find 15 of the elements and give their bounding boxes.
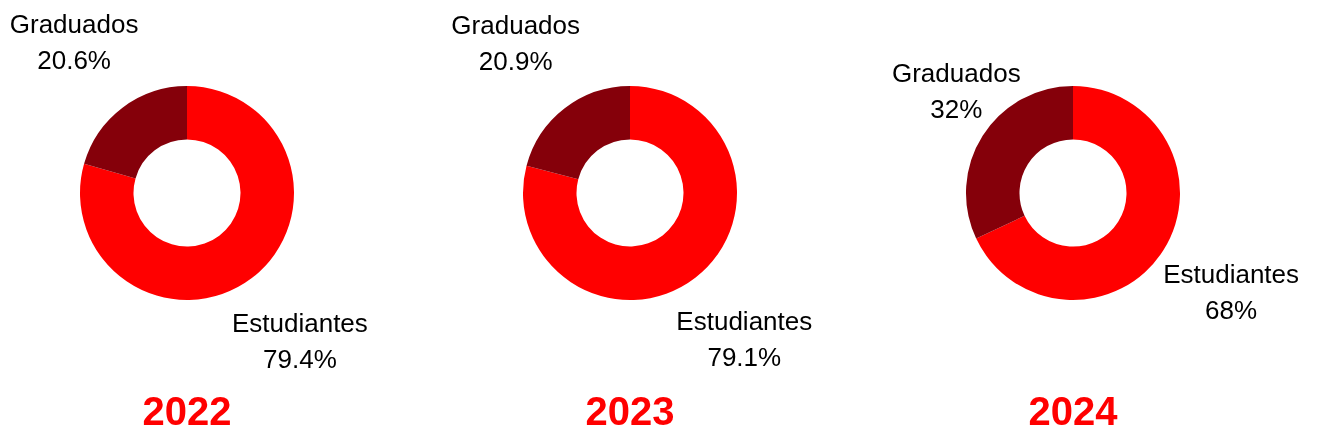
slice-label: Graduados	[891, 57, 1021, 88]
data-label: 79.1%	[707, 342, 782, 373]
slice-label: Estudiantes	[1163, 258, 1300, 289]
data-label: 20.9%	[478, 45, 553, 76]
data-label: 68%	[1205, 294, 1258, 325]
text: 2023	[585, 389, 675, 434]
text: 2024	[1028, 389, 1119, 434]
text: 2022	[142, 389, 232, 434]
slice-label: Graduados	[451, 9, 581, 40]
slice-label: Estudiantes	[676, 306, 813, 337]
slice-label: Graduados	[9, 8, 139, 39]
slice-label: Estudiantes	[231, 307, 368, 338]
data-label: 20.6%	[37, 44, 111, 75]
data-label: 32%	[930, 93, 983, 124]
data-label: 79.4%	[263, 343, 337, 374]
